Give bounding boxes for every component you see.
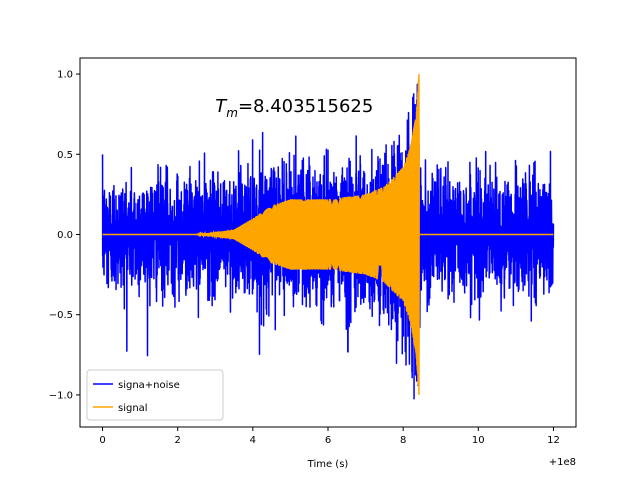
x-tick-label: 8 (400, 435, 406, 446)
legend: signa+noise signal (86, 369, 224, 421)
y-axis: −1.0 −0.5 0.0 0.5 1.0 (49, 70, 80, 401)
series-signal-noise (101, 83, 555, 400)
x-tick-label: 4 (250, 435, 256, 446)
plot-area (101, 74, 555, 400)
legend-box (86, 369, 224, 421)
y-tick-label: 1.0 (57, 70, 73, 81)
y-tick-label: −1.0 (49, 390, 73, 401)
x-tick-label: 12 (547, 435, 560, 446)
series-signal (102, 74, 554, 395)
annotation-symbol: T (215, 96, 228, 117)
x-axis-label: Time (s) (307, 459, 349, 470)
x-tick-label: 0 (99, 435, 105, 446)
legend-label-noise: signa+noise (118, 380, 180, 391)
annotation-value: =8.403515625 (238, 96, 373, 117)
x-axis: 0 2 4 6 8 10 12 (99, 427, 560, 446)
merger-time-annotation: Tm=8.403515625 (215, 96, 373, 120)
x-tick-label: 2 (175, 435, 181, 446)
x-offset-label: +1e8 (549, 457, 576, 468)
series-line-signal-merger (408, 78, 420, 385)
legend-label-signal: signal (118, 403, 148, 414)
annotation-subscript: m (226, 106, 238, 120)
series-line-noise (101, 83, 555, 400)
y-tick-label: 0.5 (57, 150, 73, 161)
y-tick-label: 0.0 (57, 230, 73, 241)
x-tick-label: 6 (325, 435, 331, 446)
x-tick-label: 10 (472, 435, 485, 446)
y-tick-label: −0.5 (49, 310, 73, 321)
series-line-signal (102, 80, 554, 386)
